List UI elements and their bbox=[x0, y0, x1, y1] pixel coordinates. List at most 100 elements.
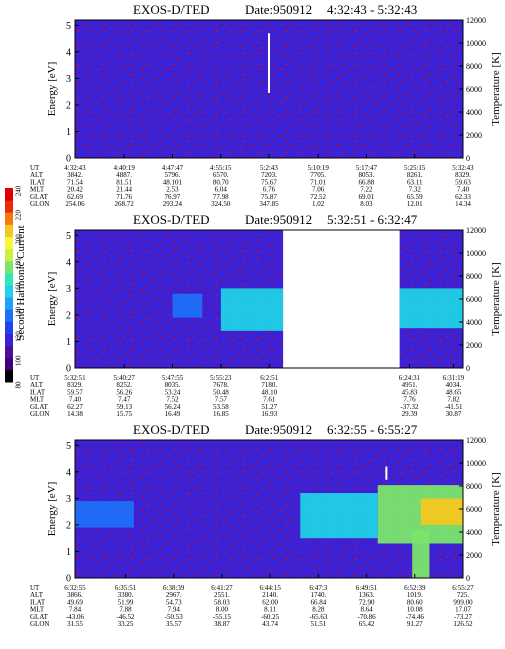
colorbar-tick-label: 120 bbox=[15, 331, 23, 342]
y-axis-label: Energy [eV] bbox=[46, 272, 58, 326]
ephemeris-value: 20.42 bbox=[67, 186, 83, 194]
ephemeris-value: 8035. bbox=[165, 381, 181, 389]
ephemeris-value: 324.50 bbox=[211, 200, 231, 208]
ephemeris-row-label: GLON bbox=[30, 620, 49, 628]
y-tick-label: 2 bbox=[66, 520, 71, 531]
ephemeris-value: -60.25 bbox=[261, 613, 280, 621]
ephemeris-value: 5:32:43 bbox=[452, 164, 474, 172]
colorbar-label: Second Harmonic Current bbox=[15, 225, 27, 340]
ephemeris-value: 12.01 bbox=[407, 200, 423, 208]
y-tick-label: 4 bbox=[66, 467, 71, 478]
ephemeris-value: 38.87 bbox=[214, 620, 230, 628]
y2-tick-label: 2000 bbox=[466, 551, 482, 560]
colorbar-segment bbox=[5, 200, 13, 213]
ephemeris-value: 7.40 bbox=[457, 186, 470, 194]
y-axis-right: 0 2000 4000 6000 8000 10000 12000 Temperature [… bbox=[459, 16, 502, 163]
ephemeris-value: 7203. bbox=[261, 171, 277, 179]
colorbar-tick-label: 160 bbox=[15, 282, 23, 293]
ephemeris-value: 999.00 bbox=[453, 598, 473, 606]
colorbar-segment bbox=[5, 285, 13, 298]
panel-2: EXOS-D/TED Date:950912 5:32:51 - 6:32:47 0 1… bbox=[30, 212, 502, 418]
ephemeris-value: 71.76 bbox=[116, 193, 132, 201]
y2-tick-label: 4000 bbox=[466, 108, 482, 117]
instrument-title: EXOS-D/TED bbox=[133, 422, 210, 437]
ephemeris-value: 126.52 bbox=[453, 620, 473, 628]
ephemeris-value: 6:2:51 bbox=[260, 374, 278, 382]
y2-tick-label: 8000 bbox=[466, 62, 482, 71]
y-tick-label: 5 bbox=[66, 441, 71, 452]
ephemeris-value: 14.38 bbox=[67, 410, 83, 418]
ephemeris-value: -46.52 bbox=[116, 613, 135, 621]
colorbar-segment bbox=[5, 369, 13, 383]
ephemeris-value: 80.60 bbox=[407, 598, 423, 606]
ephemeris-value: 5:10:19 bbox=[307, 164, 329, 172]
ephemeris-value: 30.87 bbox=[446, 410, 462, 418]
emission-band bbox=[75, 501, 134, 528]
ephemeris-value: 1363. bbox=[359, 591, 375, 599]
ephemeris-row-label: ILAT bbox=[30, 388, 46, 396]
x-axis bbox=[74, 154, 464, 158]
ephemeris-value: 7.22 bbox=[360, 186, 373, 194]
colorbar-segment bbox=[5, 260, 13, 274]
ephemeris-value: 7.82 bbox=[447, 396, 460, 404]
ephemeris-value: 7678. bbox=[213, 381, 229, 389]
ephemeris-value: 1019. bbox=[407, 591, 423, 599]
ephemeris-value: 48.10 bbox=[261, 388, 277, 396]
ephemeris-value: 5:2:43 bbox=[260, 164, 278, 172]
colorbar: 80 100 120 140 160 180 200 220 240 Second Harmon… bbox=[5, 185, 27, 389]
ephemeris-value: 4:40:19 bbox=[113, 164, 135, 172]
ephemeris-value: 6:55:27 bbox=[452, 584, 474, 592]
y-tick-label: 0 bbox=[66, 574, 71, 585]
colorbar-tick-label: 180 bbox=[15, 258, 23, 269]
ephemeris-value: 8.28 bbox=[312, 606, 325, 614]
y-axis-label: Energy [eV] bbox=[46, 62, 58, 116]
panel-1: EXOS-D/TED Date:950912 4:32:43 - 5:32:43 0 1… bbox=[30, 2, 502, 208]
ephemeris-value: -37.32 bbox=[400, 403, 419, 411]
y-axis-right: 0 2000 4000 6000 8000 10000 12000 Temperature [… bbox=[459, 436, 502, 583]
y2-tick-label: 2000 bbox=[466, 341, 482, 350]
ephemeris-value: 59.57 bbox=[67, 388, 83, 396]
ephemeris-table: UTALTILATMLTGLATGLON5:32:518329.59.577.4… bbox=[30, 374, 465, 418]
ephemeris-value: 6:49:51 bbox=[356, 584, 378, 592]
ephemeris-value: 76.97 bbox=[165, 193, 181, 201]
ephemeris-value: 58.03 bbox=[214, 598, 230, 606]
ephemeris-value: 8.00 bbox=[216, 606, 229, 614]
ephemeris-value: 56.24 bbox=[165, 403, 181, 411]
ephemeris-row-label: MLT bbox=[30, 186, 45, 194]
ephemeris-value: 6570. bbox=[213, 171, 229, 179]
ephemeris-row-label: MLT bbox=[30, 396, 45, 404]
ephemeris-value: 4:32:43 bbox=[64, 164, 86, 172]
ephemeris-row-label: ALT bbox=[30, 171, 44, 179]
ephemeris-row-label: GLAT bbox=[30, 403, 49, 411]
y-tick-label: 0 bbox=[66, 154, 71, 165]
y2-axis-label: Temperature [K] bbox=[490, 52, 502, 125]
y2-tick-label: 4000 bbox=[466, 318, 482, 327]
colorbar-segment bbox=[5, 248, 13, 262]
date-label: Date:950912 bbox=[245, 2, 312, 17]
y2-tick-label: 2000 bbox=[466, 131, 482, 140]
ephemeris-value: 5796. bbox=[165, 171, 181, 179]
ephemeris-value: 49.69 bbox=[67, 598, 83, 606]
ephemeris-value: 29.39 bbox=[402, 410, 418, 418]
ephemeris-value: 43.74 bbox=[262, 620, 278, 628]
y-tick-label: 3 bbox=[66, 494, 71, 505]
ephemeris-value: 7.06 bbox=[312, 186, 325, 194]
colorbar-segment bbox=[5, 188, 13, 201]
ephemeris-value: 17.07 bbox=[455, 606, 471, 614]
colorbar-ticks: 80 100 120 140 160 180 200 220 240 bbox=[15, 185, 23, 388]
colorbar-segment bbox=[5, 357, 13, 371]
y2-tick-label: 10000 bbox=[466, 459, 486, 468]
ephemeris-value: 16.93 bbox=[261, 410, 277, 418]
ephemeris-row-label: GLON bbox=[30, 200, 49, 208]
ephemeris-value: 69.01 bbox=[359, 193, 375, 201]
ephemeris-value: -73.27 bbox=[454, 613, 473, 621]
ephemeris-value: 65.59 bbox=[407, 193, 423, 201]
ephemeris-row-label: UT bbox=[30, 584, 40, 592]
ephemeris-value: 7705. bbox=[310, 171, 326, 179]
ephemeris-value: 80.70 bbox=[213, 178, 229, 186]
ephemeris-value: 8329. bbox=[67, 381, 83, 389]
ephemeris-value: 33.25 bbox=[118, 620, 134, 628]
ephemeris-value: 8053. bbox=[359, 171, 375, 179]
